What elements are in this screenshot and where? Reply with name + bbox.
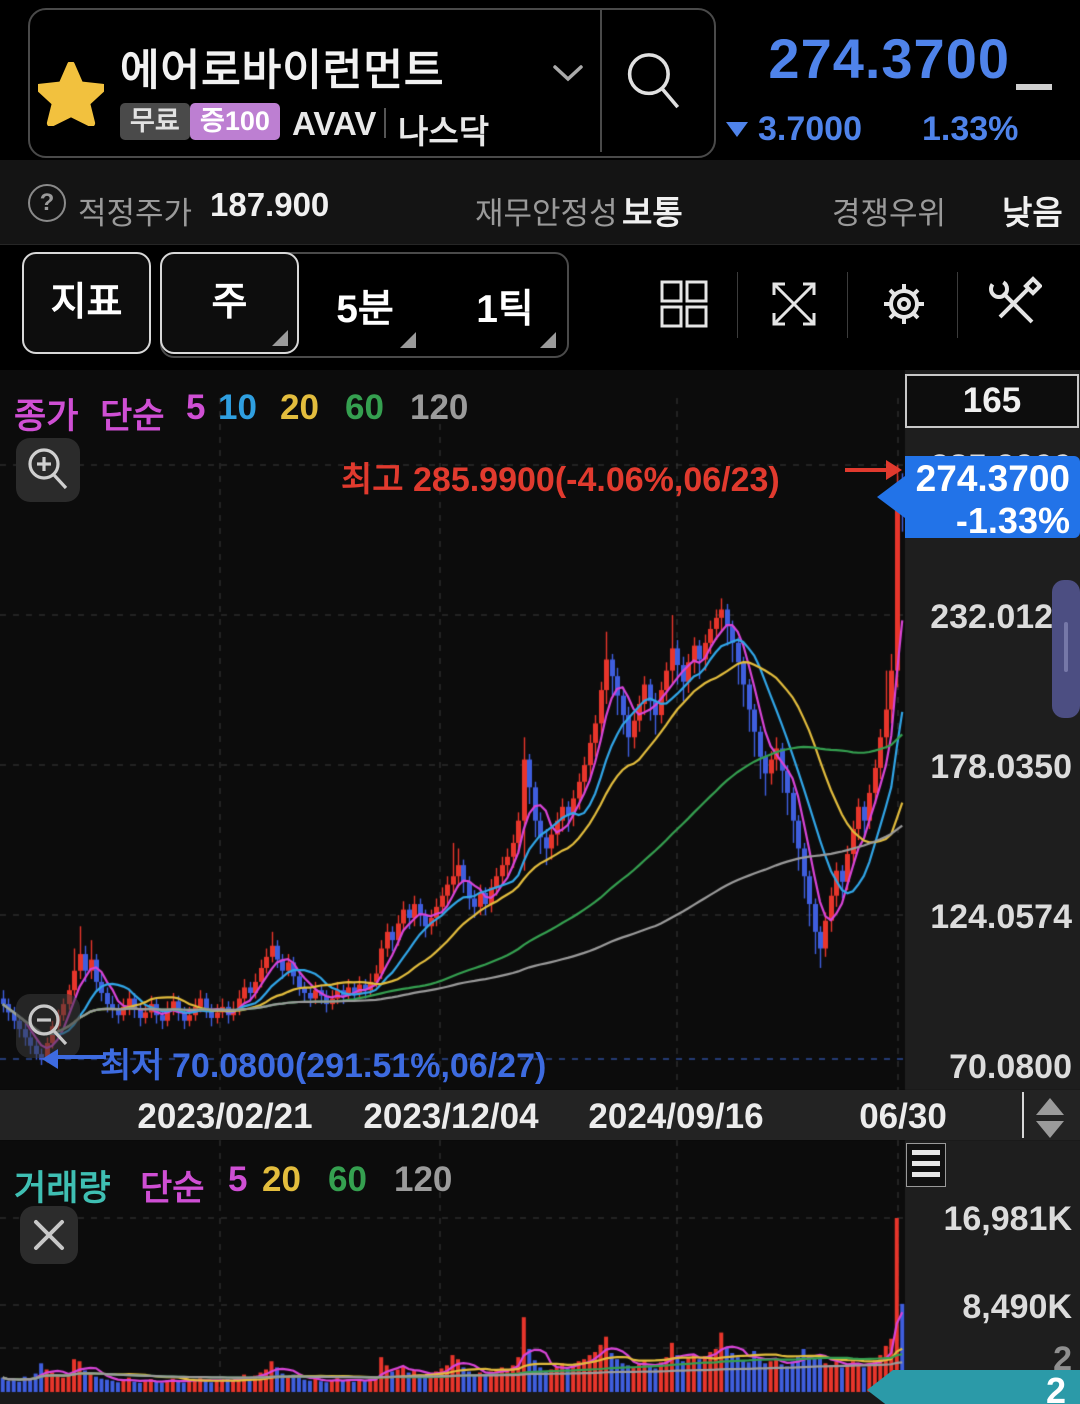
indicator-button[interactable]: 지표 <box>22 252 151 354</box>
close-volume-button[interactable] <box>20 1206 78 1264</box>
high-arrow-right-icon <box>886 460 902 480</box>
date-axis[interactable] <box>0 1090 1080 1140</box>
favorite-star-icon[interactable] <box>38 62 104 126</box>
volume-axis-partial: 2 <box>1053 1340 1072 1378</box>
period-5min-button[interactable]: 5분 <box>336 288 394 331</box>
price-axis-tick: 124.0574 <box>930 898 1072 936</box>
target-price-value: 187.900 <box>210 186 330 223</box>
scale-down-icon[interactable] <box>1036 1121 1064 1138</box>
price-down-icon <box>726 122 748 137</box>
toolbar-separator <box>957 272 958 338</box>
price-change-pct: 1.33% <box>922 110 1019 148</box>
tag-price: 274.3700 <box>915 458 1070 499</box>
price-axis-tick: 232.0125 <box>930 598 1072 636</box>
advantage-label: 경쟁우위 <box>832 196 947 231</box>
volume-legend-method: 단순 <box>140 1169 205 1208</box>
toolbar-separator <box>737 272 738 338</box>
settings-gear-icon[interactable] <box>876 276 932 332</box>
badge-free: 무료 <box>120 103 190 140</box>
zoom-out-button[interactable] <box>16 994 80 1058</box>
advantage-value: 낮음 <box>1002 194 1063 231</box>
help-icon[interactable]: ? <box>28 184 66 222</box>
zoom-in-button[interactable] <box>16 438 80 502</box>
price-legend-ma10: 10 <box>218 388 257 427</box>
scale-up-icon[interactable] <box>1036 1098 1064 1115</box>
stock-chart-canvas[interactable] <box>0 370 1080 1404</box>
high-annotation: 최고 285.9900(-4.06%,06/23) <box>341 461 780 499</box>
price-legend-title: 종가 <box>14 397 79 436</box>
low-annotation: 최저 70.0800(291.51%,06/27) <box>100 1047 547 1085</box>
price-axis-tick: 178.0350 <box>930 748 1072 786</box>
badge-leverage: 증100 <box>190 103 280 140</box>
tick-dropdown-icon <box>540 332 556 348</box>
layout-grid-icon[interactable] <box>656 276 712 332</box>
price-legend-method: 단순 <box>100 397 165 436</box>
ticker-separator <box>384 108 386 138</box>
stability-value: 보통 <box>622 194 683 231</box>
volume-legend-title: 거래량 <box>14 1169 111 1208</box>
price-legend-ma120: 120 <box>410 388 469 427</box>
price-change: 3.7000 <box>758 110 862 148</box>
current-volume-tag: 2 <box>867 1370 1080 1404</box>
current-price-tag: 274.3700 -1.33% <box>877 456 1080 541</box>
week-dropdown-icon <box>272 330 288 346</box>
stock-selector[interactable] <box>28 8 716 158</box>
ticker-symbol: AVAV <box>292 105 377 142</box>
scrollbar-grip <box>1064 622 1068 672</box>
price-legend-ma5: 5 <box>186 388 206 427</box>
drawing-tools-icon[interactable] <box>986 276 1042 332</box>
low-arrow-left-icon <box>42 1049 58 1069</box>
axis-divider <box>1022 1092 1024 1138</box>
volume-legend-ma120: 120 <box>394 1160 453 1199</box>
date-tick: 2023/02/21 <box>137 1097 313 1136</box>
volume-legend-ma60: 60 <box>328 1160 367 1199</box>
current-price: 274.3700 <box>768 27 1010 90</box>
fundamentals-bar <box>0 160 1080 245</box>
high-arrow-line <box>845 468 889 472</box>
volume-menu-icon[interactable] <box>906 1143 946 1187</box>
header-divider <box>600 10 602 152</box>
exchange-name: 나스닥 <box>398 113 490 150</box>
target-price-label: 적정주가 <box>78 196 193 231</box>
price-legend-ma20: 20 <box>280 388 319 427</box>
period-tick-button[interactable]: 1틱 <box>476 288 534 331</box>
volume-axis-tick: 16,981K <box>943 1200 1072 1238</box>
low-arrow-line <box>56 1055 106 1059</box>
price-axis-tick: 70.0800 <box>949 1048 1072 1086</box>
volume-legend-ma5: 5 <box>228 1160 248 1199</box>
toolbar-separator <box>847 272 848 338</box>
chevron-down-icon[interactable] <box>552 64 584 82</box>
stability-label: 재무안정성 <box>475 196 618 231</box>
price-cursor <box>1016 84 1052 90</box>
volume-legend-ma20: 20 <box>262 1160 301 1199</box>
date-tick: 06/30 <box>859 1097 947 1136</box>
bar-count-box: 165 <box>905 374 1079 428</box>
search-icon[interactable] <box>618 48 688 114</box>
date-tick: 2023/12/04 <box>363 1097 539 1136</box>
date-tick: 2024/09/16 <box>588 1097 764 1136</box>
price-legend-ma60: 60 <box>345 388 384 427</box>
stock-name: 에어로바이런먼트 <box>120 47 445 95</box>
fullscreen-expand-icon[interactable] <box>766 276 822 332</box>
tag-pct: -1.33% <box>955 500 1070 541</box>
volume-axis-tick: 8,490K <box>962 1288 1072 1326</box>
min5-dropdown-icon <box>400 332 416 348</box>
